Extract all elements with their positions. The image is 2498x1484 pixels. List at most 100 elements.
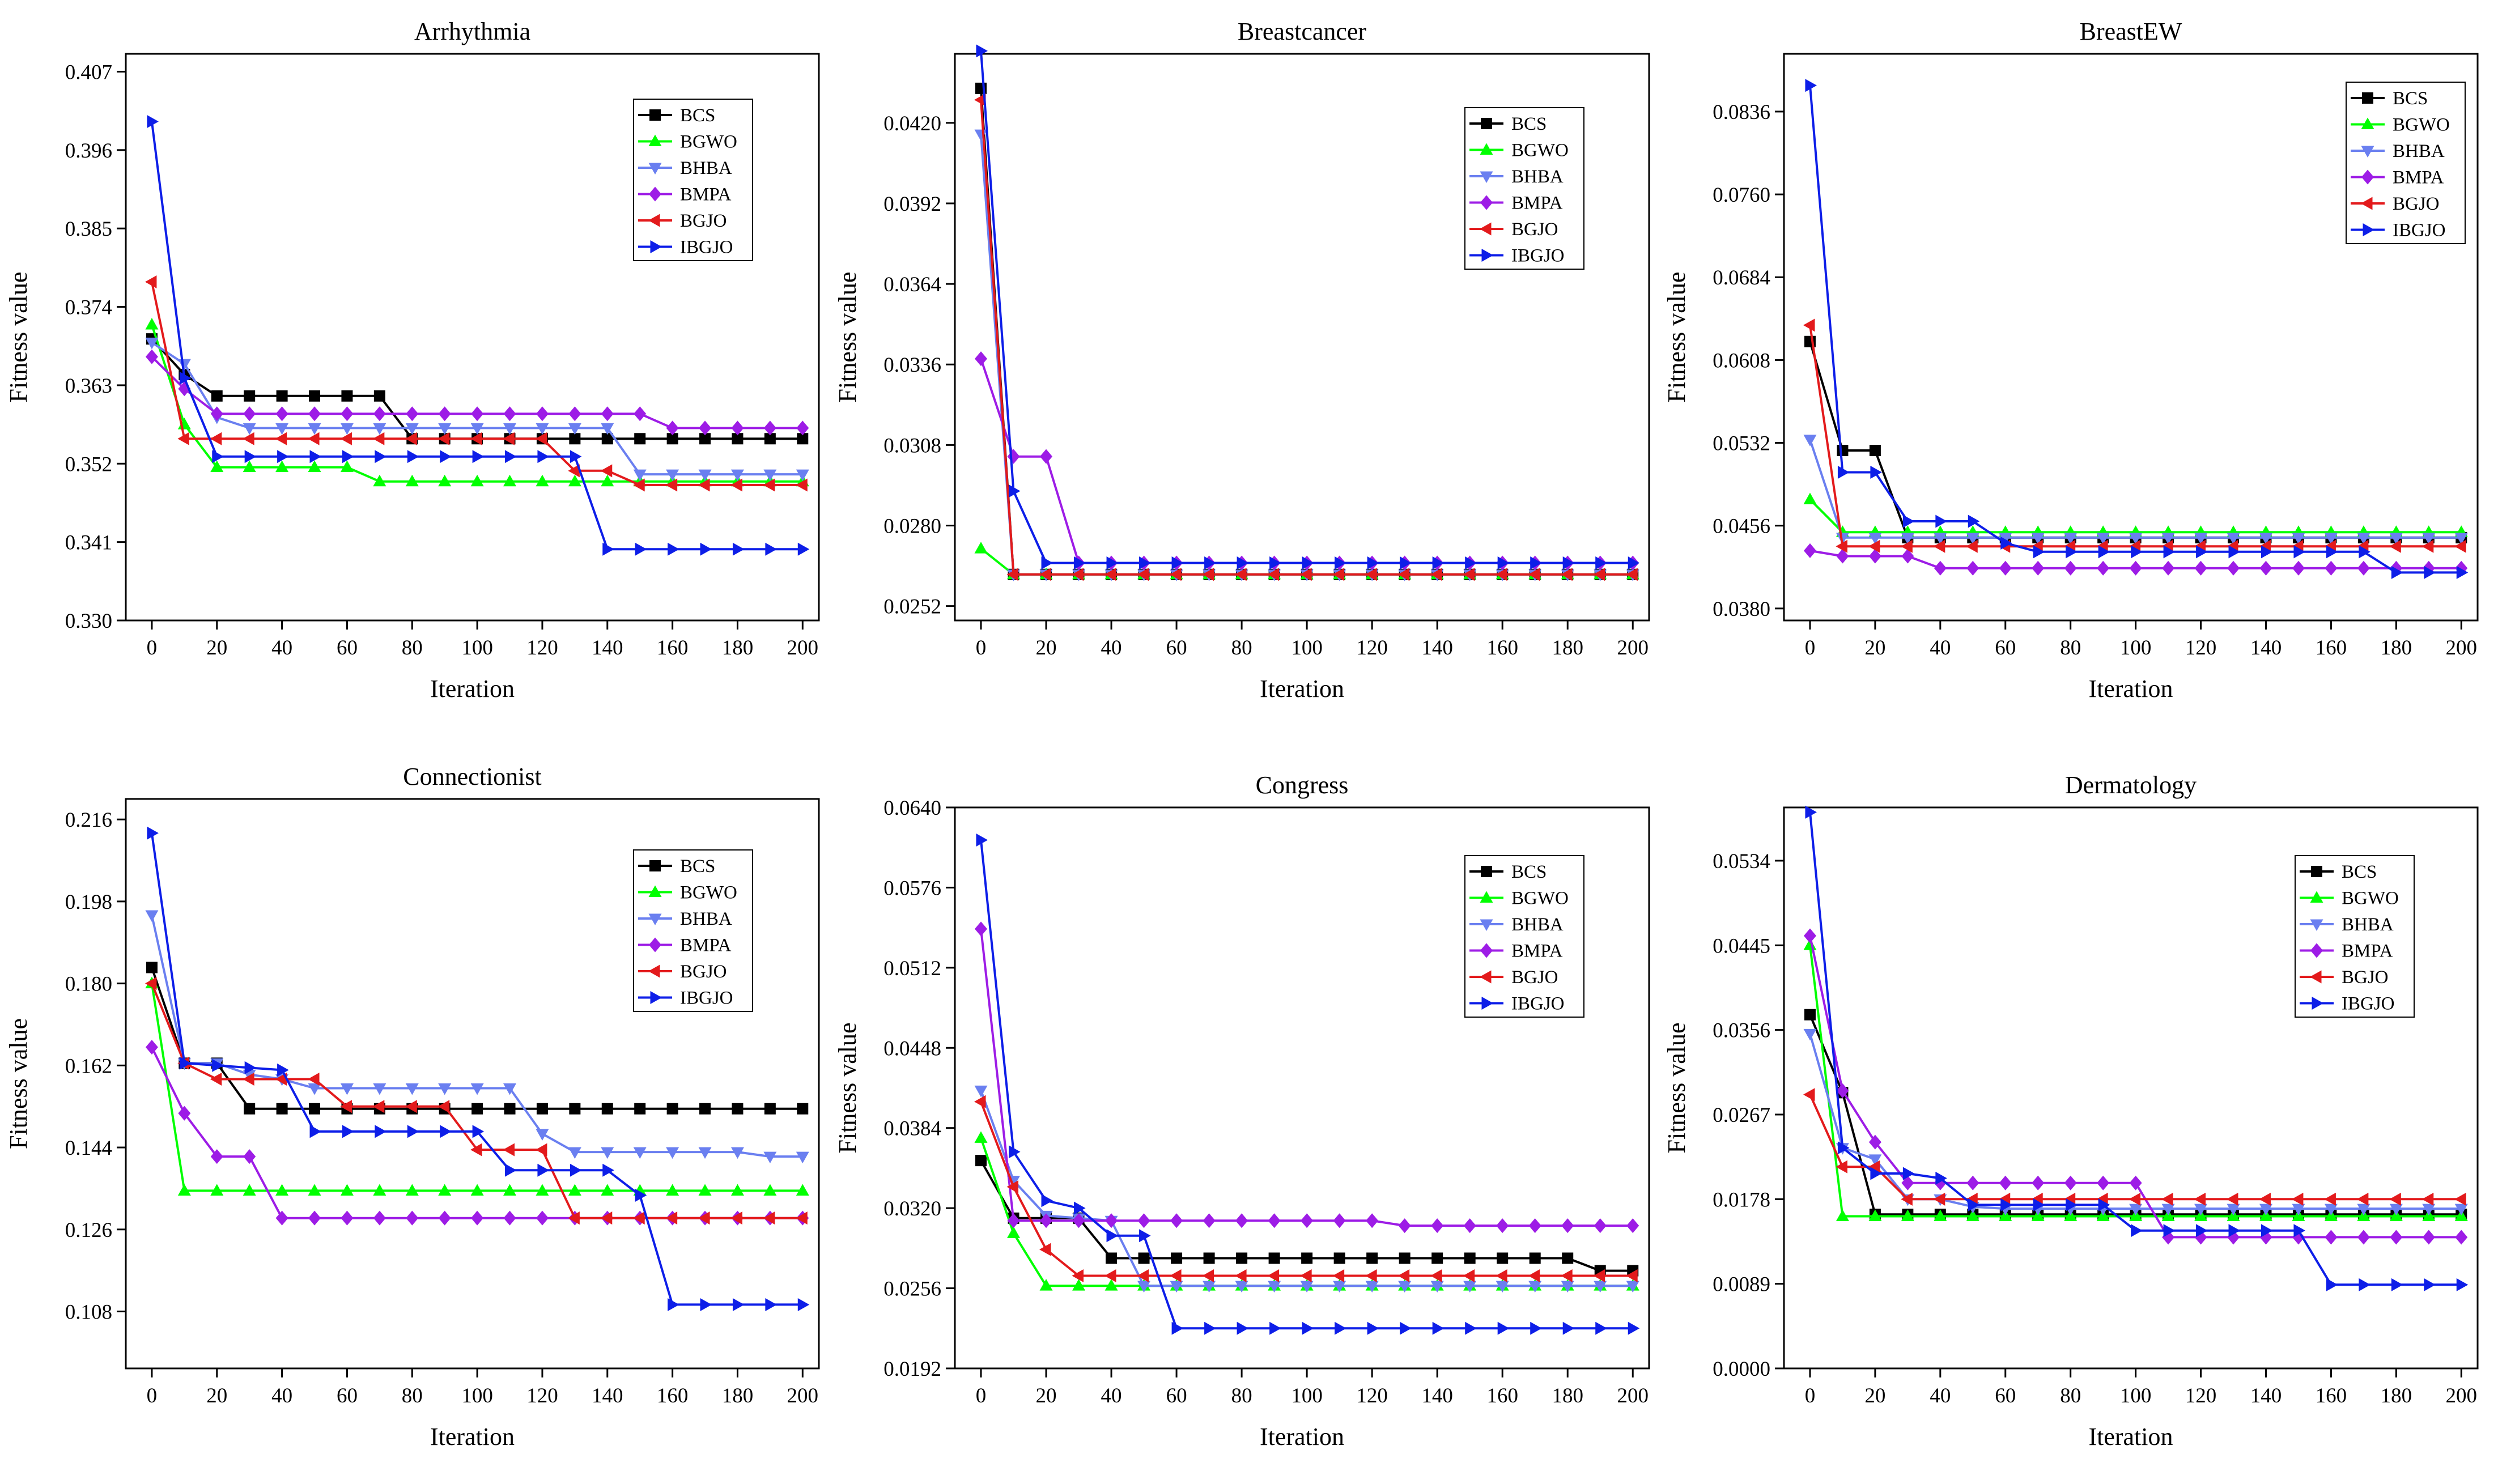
series-bmpa: [1803, 543, 2468, 576]
data-point: [1836, 539, 1847, 553]
series-bgjo: [145, 977, 808, 1225]
data-point: [1203, 1252, 1215, 1264]
data-point: [1836, 1160, 1847, 1173]
data-point: [179, 1056, 192, 1070]
data-point: [341, 390, 353, 402]
data-point: [1301, 1252, 1313, 1264]
legend-label: BCS: [2342, 862, 2377, 882]
data-point: [2422, 533, 2436, 545]
plot-frame: [125, 798, 820, 1370]
data-point: [764, 433, 776, 445]
data-point: [503, 1143, 515, 1156]
x-tick-label: 40: [271, 1384, 292, 1408]
data-point: [375, 450, 386, 464]
data-point: [405, 432, 417, 445]
x-tick-label: 40: [1101, 1384, 1122, 1408]
data-point: [406, 406, 419, 422]
data-point: [210, 432, 222, 445]
data-point: [470, 432, 482, 445]
data-point: [1868, 1134, 1881, 1150]
y-tick-label: 0.0267: [1713, 1104, 1770, 1127]
data-point: [2454, 1192, 2466, 1206]
x-tick-label: 80: [1231, 636, 1252, 660]
x-tick-label: 20: [1864, 636, 1885, 660]
data-point: [1040, 1213, 1053, 1228]
data-point: [1595, 556, 1607, 569]
data-point: [1530, 1321, 1542, 1335]
data-point: [730, 1184, 744, 1196]
series-bgjo: [1803, 318, 2466, 553]
data-point: [243, 432, 254, 445]
x-axis-label: Iteration: [430, 675, 515, 703]
legend-label: BGJO: [680, 211, 727, 231]
data-point: [1365, 1281, 1379, 1293]
data-point: [1333, 1213, 1346, 1228]
data-point: [243, 1149, 256, 1164]
data-point: [1901, 548, 1914, 564]
data-point: [2359, 1278, 2370, 1291]
x-tick-label: 60: [337, 636, 358, 660]
x-tick-label: 60: [1995, 636, 2016, 660]
x-tick-label: 60: [1166, 636, 1187, 660]
data-point: [732, 1103, 744, 1115]
x-tick-label: 80: [1231, 1384, 1252, 1408]
data-point: [1530, 556, 1542, 569]
data-point: [1497, 1321, 1510, 1335]
data-point: [1398, 1218, 1411, 1234]
data-point: [1170, 1213, 1183, 1228]
data-point: [1901, 1175, 1914, 1190]
data-point: [2131, 1224, 2143, 1238]
data-point: [2227, 1192, 2238, 1206]
data-point: [698, 1211, 710, 1225]
y-tick-label: 0.0252: [883, 596, 941, 619]
data-point: [536, 1210, 549, 1226]
data-point: [341, 406, 354, 422]
data-point: [568, 464, 580, 478]
y-tick-label: 0.330: [65, 610, 112, 633]
data-point: [1137, 1269, 1149, 1282]
data-point: [1805, 79, 1817, 92]
data-point: [2161, 1192, 2173, 1206]
data-point: [308, 1072, 320, 1086]
data-point: [633, 1147, 647, 1159]
legend-box: [1464, 107, 1584, 270]
data-point: [1072, 1213, 1085, 1228]
data-point: [1235, 1281, 1248, 1293]
data-point: [2421, 539, 2434, 553]
data-point: [1868, 548, 1881, 564]
legend-marker: [2362, 92, 2373, 104]
data-point: [212, 450, 224, 464]
data-point: [633, 1211, 645, 1225]
data-point: [763, 1211, 775, 1225]
data-point: [1626, 1281, 1639, 1293]
data-point: [974, 1095, 986, 1108]
series-ibgjo: [976, 833, 1640, 1335]
plot-frame: [954, 806, 1650, 1370]
data-point: [2357, 560, 2370, 576]
data-point: [470, 1083, 484, 1095]
plot-frame: [1783, 806, 2479, 1370]
data-point: [698, 1147, 712, 1159]
y-tick-label: 0.374: [65, 296, 112, 320]
series-bhba: [145, 337, 809, 482]
y-tick-label: 0.341: [65, 531, 112, 555]
legend: BCS BGWO BHBA BMPA BGJO IBGJO: [2346, 82, 2466, 244]
data-point: [1170, 568, 1182, 581]
data-point: [2097, 1175, 2110, 1190]
legend-marker: [1481, 997, 1493, 1010]
data-point: [1367, 1321, 1379, 1335]
y-tick-label: 0.108: [65, 1301, 112, 1324]
y-tick-label: 0.0308: [883, 434, 941, 457]
data-point: [2032, 560, 2045, 576]
legend-label: BMPA: [1511, 193, 1563, 214]
data-point: [797, 1298, 810, 1311]
y-tick-label: 0.385: [65, 218, 112, 241]
data-point: [1803, 435, 1817, 447]
data-point: [1868, 1154, 1882, 1166]
data-point: [1202, 568, 1214, 581]
x-tick-label: 20: [206, 1384, 227, 1408]
data-point: [1901, 539, 1913, 553]
legend-marker: [1480, 171, 1493, 183]
x-tick-label: 140: [1421, 1384, 1453, 1408]
subplot-0: Arrhythmia 0 20 40 60 80 100 120 140 160 180 200 0.3…: [5, 18, 820, 703]
